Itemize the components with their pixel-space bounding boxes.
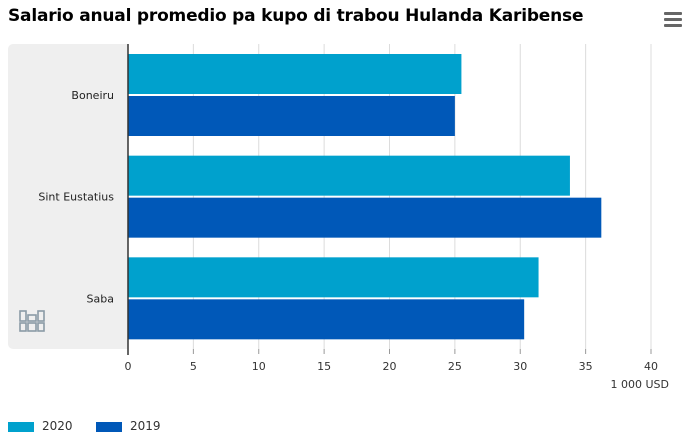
cbs-logo-icon bbox=[37, 322, 45, 332]
bar-2019-saba[interactable] bbox=[128, 299, 525, 340]
x-tick-label: 40 bbox=[644, 360, 658, 373]
legend-label-2019: 2019 bbox=[130, 419, 161, 433]
cbs-logo-icon bbox=[27, 314, 37, 322]
plot-area bbox=[128, 44, 684, 349]
hamburger-menu-icon[interactable] bbox=[664, 12, 682, 28]
bar-2020-sint-eustatius[interactable] bbox=[128, 155, 570, 196]
x-tick-label: 35 bbox=[579, 360, 593, 373]
category-label: Sint Eustatius bbox=[38, 191, 114, 204]
x-tick-label: 15 bbox=[317, 360, 331, 373]
cbs-logo-icon bbox=[19, 322, 27, 332]
x-tick-label: 25 bbox=[448, 360, 462, 373]
legend-swatch-2019 bbox=[96, 422, 122, 432]
x-tick-label: 20 bbox=[383, 360, 397, 373]
bar-2020-saba[interactable] bbox=[128, 257, 539, 298]
cbs-logo-icon bbox=[37, 310, 45, 322]
cbs-logo-icon bbox=[19, 310, 27, 322]
bar-2019-boneiru[interactable] bbox=[128, 96, 455, 136]
legend-label-2020: 2020 bbox=[42, 419, 73, 433]
category-label: Boneiru bbox=[71, 89, 114, 102]
x-tick-label: 5 bbox=[190, 360, 197, 373]
x-tick-label: 30 bbox=[513, 360, 527, 373]
legend-swatch-2020 bbox=[8, 422, 34, 432]
cbs-logo-icon bbox=[27, 322, 37, 332]
category-label: Saba bbox=[87, 292, 114, 305]
x-tick-label: 10 bbox=[252, 360, 266, 373]
bar-chart: 0 5 10 15 20 25 30 35 40 1 000 USD Boneiru Sint Eus… bbox=[8, 44, 684, 391]
x-axis-label: 1 000 USD bbox=[611, 378, 670, 391]
bar-2020-boneiru[interactable] bbox=[128, 54, 462, 94]
chart-title: Salario anual promedio pa kupo di trabou… bbox=[8, 6, 584, 26]
bar-2019-sint-eustatius[interactable] bbox=[128, 197, 602, 238]
x-tick-label: 0 bbox=[125, 360, 132, 373]
